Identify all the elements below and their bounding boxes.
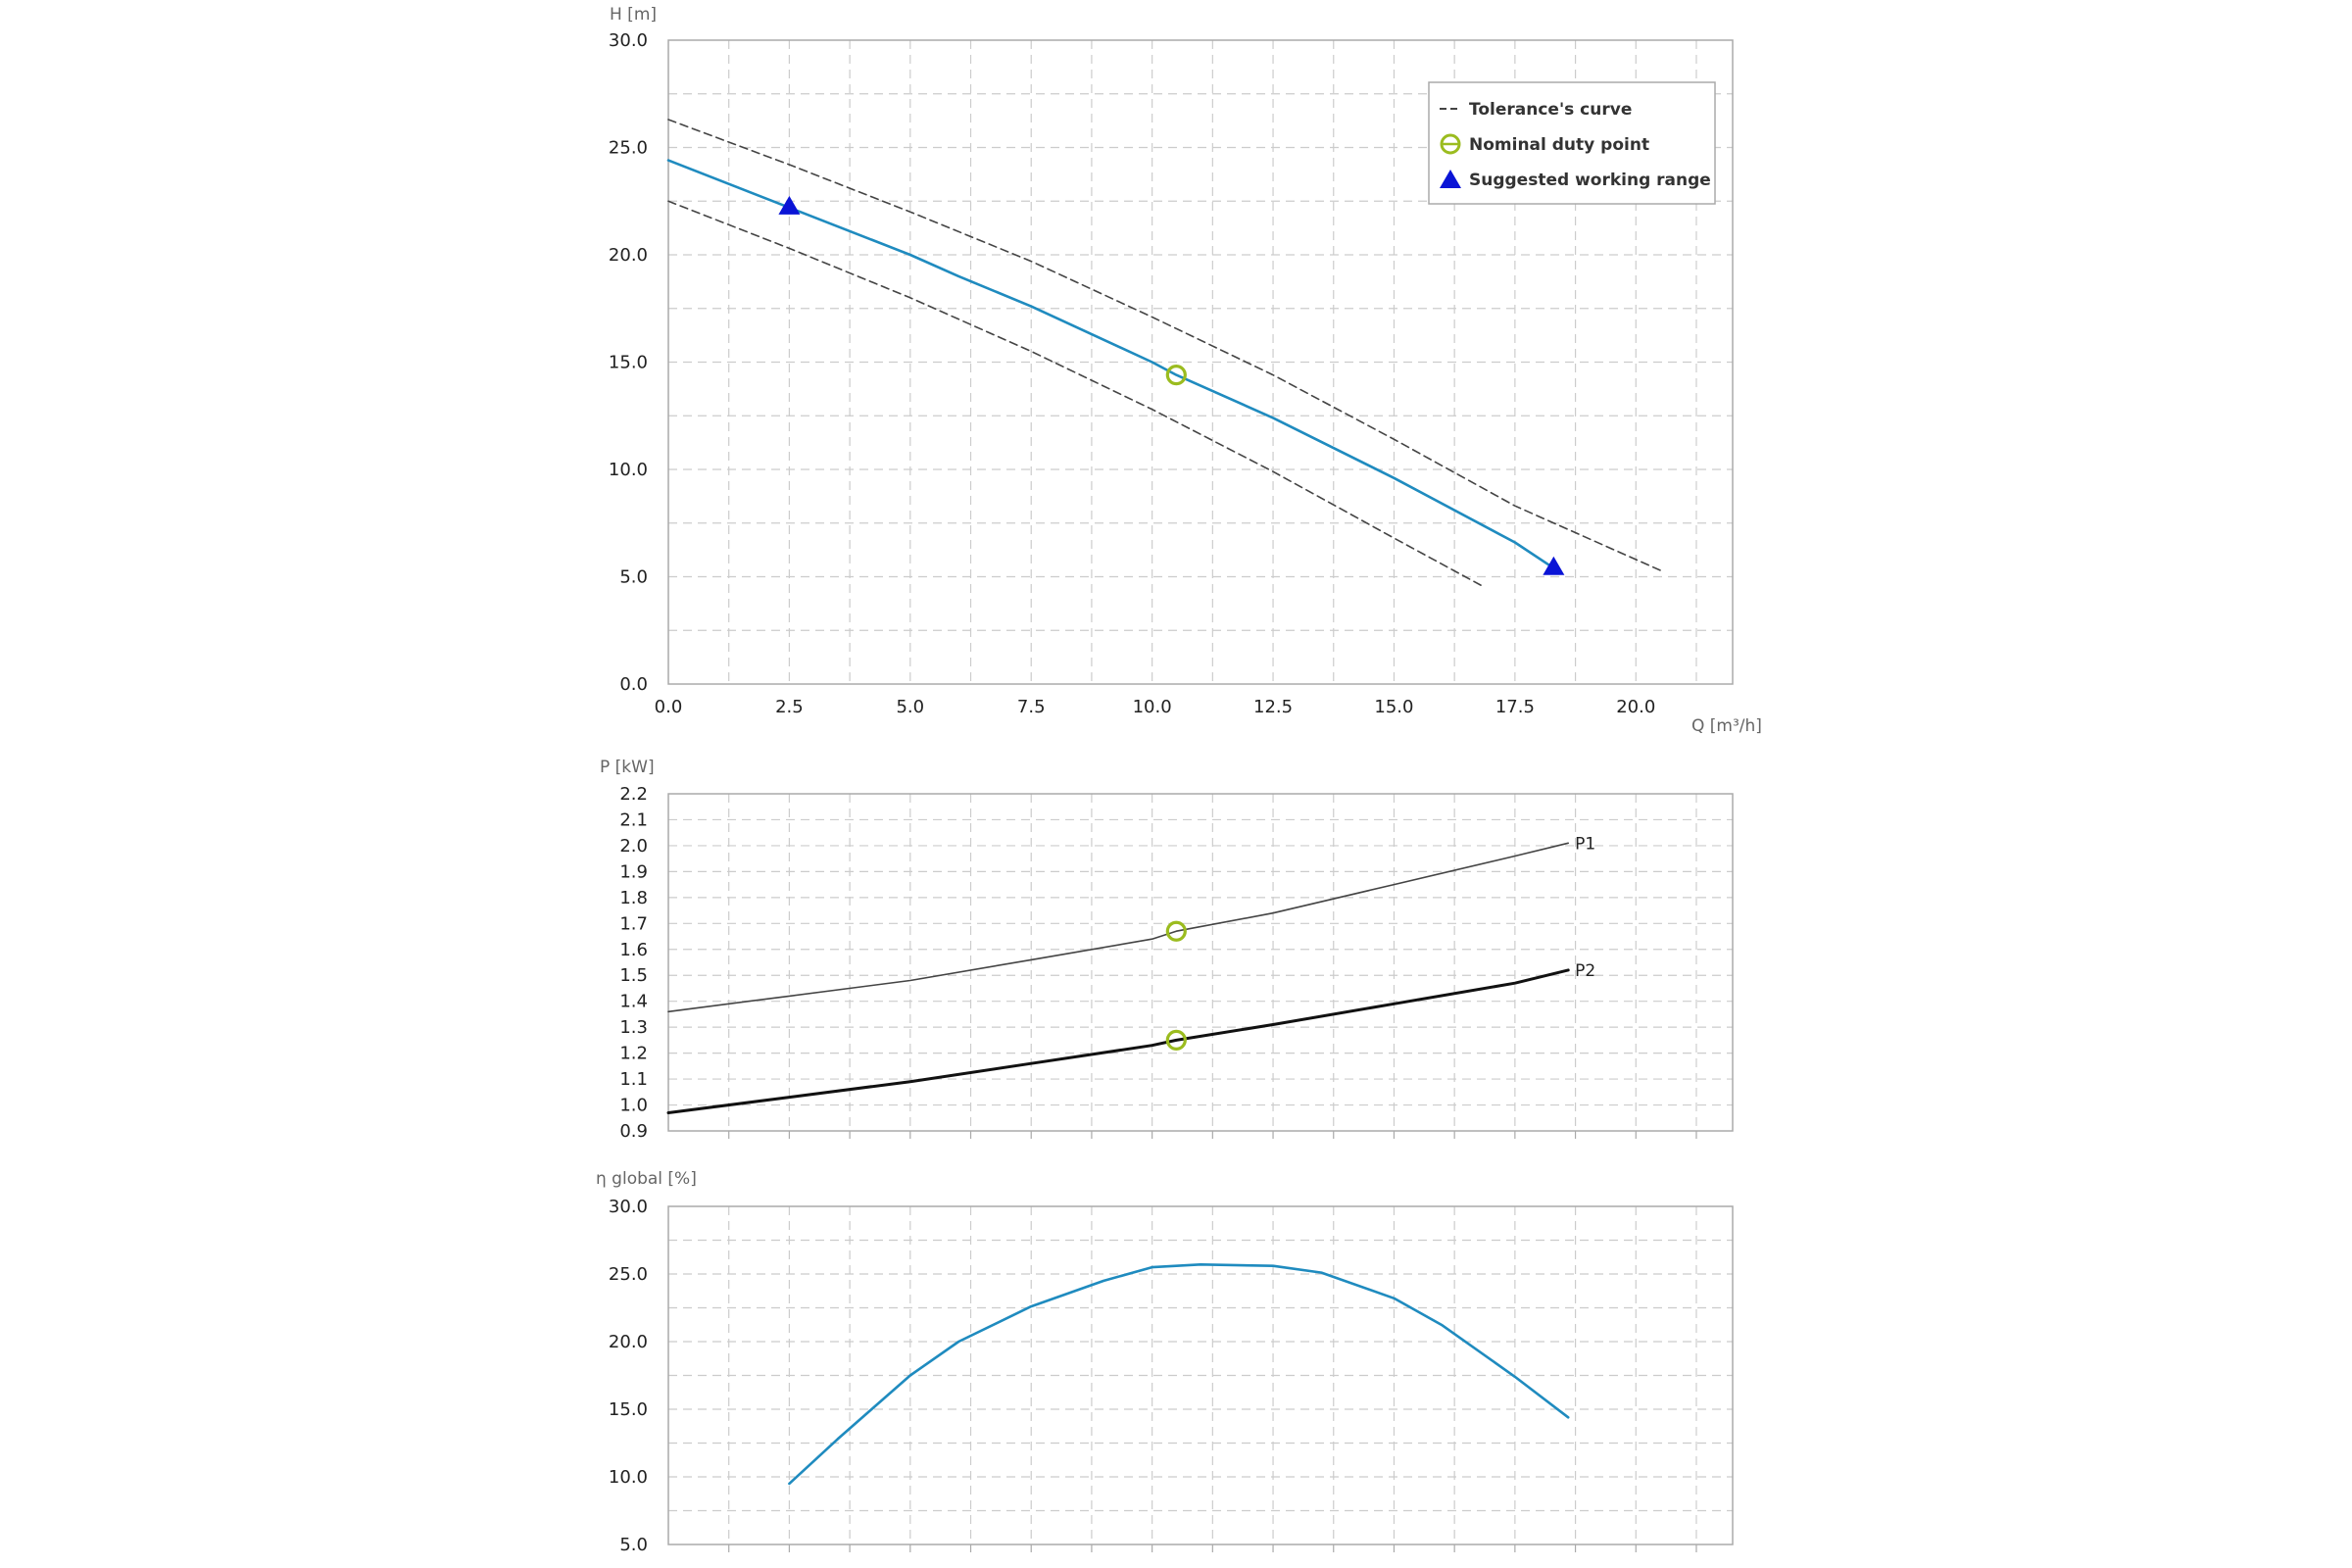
series-line-tol_upper <box>667 119 1661 571</box>
y-tick-label: 25.0 <box>609 1264 648 1285</box>
y-tick-label: 1.3 <box>619 1017 648 1038</box>
y-tick-label: 1.5 <box>619 965 648 986</box>
x-tick-label: 7.5 <box>1017 697 1046 717</box>
efficiency-y-ticks: 5.0 10.0 15.0 20.0 25.0 30.0 <box>609 1197 648 1555</box>
head-series <box>666 119 1661 587</box>
y-tick-label: 15.0 <box>609 1399 648 1420</box>
y-tick-label: 10.0 <box>609 460 648 480</box>
series-line-tol_lower <box>667 200 1483 587</box>
nominal-duty-point-marker <box>1165 920 1187 942</box>
y-tick-label: 30.0 <box>609 30 648 51</box>
legend-box <box>1428 81 1716 205</box>
x-tick-label: 15.0 <box>1374 697 1413 717</box>
y-tick-label: 1.8 <box>619 888 648 908</box>
x-axis-label: Q [m³/h] <box>1691 716 1762 736</box>
series-label-p1: P1 <box>1575 834 1595 854</box>
head-y-ticks: 0.0 5.0 10.0 15.0 20.0 25.0 30.0 <box>609 30 648 695</box>
series-line-head <box>666 159 1555 570</box>
y-tick-label: 15.0 <box>609 353 648 373</box>
power-grid <box>668 794 1733 1139</box>
head-chart-panel: H [m] 0.0 5.0 10.0 15.0 20.0 25.0 30.0 0.0 2.5 5… <box>609 5 1762 736</box>
y-tick-label: 30.0 <box>609 1197 648 1217</box>
working-range-marker <box>778 195 801 215</box>
x-tick-label: 12.5 <box>1253 697 1293 717</box>
series-line-eff <box>788 1263 1570 1486</box>
legend-range-swatch <box>1440 170 1461 188</box>
efficiency-grid <box>668 1206 1733 1552</box>
y-tick-label: 0.0 <box>619 674 648 695</box>
y-tick-label: 25.0 <box>609 138 648 159</box>
head-markers <box>778 195 1565 575</box>
y-tick-label: 1.6 <box>619 940 648 960</box>
efficiency-series <box>788 1263 1570 1486</box>
working-range-marker <box>1543 556 1565 575</box>
series-line-p1 <box>667 842 1569 1013</box>
efficiency-chart-panel: η global [%] 5.0 10.0 15.0 20.0 25.0 30.0 <box>596 1169 1734 1555</box>
legend-range-label: Suggested working range <box>1469 171 1711 190</box>
legend: Tolerance's curve Nominal duty point Sug… <box>1428 81 1716 205</box>
series-label-p2: P2 <box>1575 961 1595 981</box>
y-tick-label: 5.0 <box>619 567 648 588</box>
y-tick-label: 0.9 <box>619 1121 648 1142</box>
power-markers <box>1165 920 1187 1051</box>
nominal-duty-point-marker <box>1165 1029 1187 1051</box>
y-tick-label: 2.0 <box>619 836 648 857</box>
x-tick-label: 20.0 <box>1616 697 1655 717</box>
power-series: P1 P2 <box>666 834 1595 1114</box>
y-tick-label: 1.1 <box>619 1069 648 1090</box>
efficiency-y-axis-label: η global [%] <box>596 1169 697 1189</box>
power-chart-panel: P [kW] 0.9 1.0 1.1 1.2 1.3 1.4 1.5 1.6 1.7 1.8 1.9… <box>600 758 1734 1142</box>
y-tick-label: 20.0 <box>609 1332 648 1352</box>
y-tick-label: 2.1 <box>619 809 648 830</box>
legend-tolerance-label: Tolerance's curve <box>1469 100 1632 120</box>
power-y-ticks: 0.9 1.0 1.1 1.2 1.3 1.4 1.5 1.6 1.7 1.8 1.9 2.0 2.1 2… <box>619 784 648 1142</box>
y-tick-label: 1.9 <box>619 861 648 882</box>
x-tick-label: 17.5 <box>1495 697 1535 717</box>
y-tick-label: 2.2 <box>619 784 648 805</box>
x-tick-label: 2.5 <box>775 697 804 717</box>
y-tick-label: 20.0 <box>609 245 648 266</box>
x-tick-label: 5.0 <box>896 697 924 717</box>
y-tick-label: 1.0 <box>619 1096 648 1116</box>
y-tick-label: 5.0 <box>619 1535 648 1555</box>
series-line-p2 <box>666 968 1570 1114</box>
head-plot-frame <box>667 39 1734 685</box>
nominal-duty-point-marker <box>1165 365 1187 386</box>
y-tick-label: 1.7 <box>619 913 648 934</box>
y-tick-label: 1.4 <box>619 992 648 1012</box>
efficiency-plot-frame <box>667 1205 1734 1545</box>
y-tick-label: 1.2 <box>619 1044 648 1064</box>
x-tick-label: 0.0 <box>655 697 683 717</box>
power-plot-frame <box>667 793 1734 1132</box>
y-tick-label: 10.0 <box>609 1467 648 1488</box>
power-y-axis-label: P [kW] <box>600 758 655 777</box>
head-x-ticks: 0.0 2.5 5.0 7.5 10.0 12.5 15.0 17.5 20.0 <box>655 697 1656 717</box>
x-tick-label: 10.0 <box>1133 697 1172 717</box>
head-y-axis-label: H [m] <box>610 5 657 24</box>
legend-duty-label: Nominal duty point <box>1469 135 1649 155</box>
